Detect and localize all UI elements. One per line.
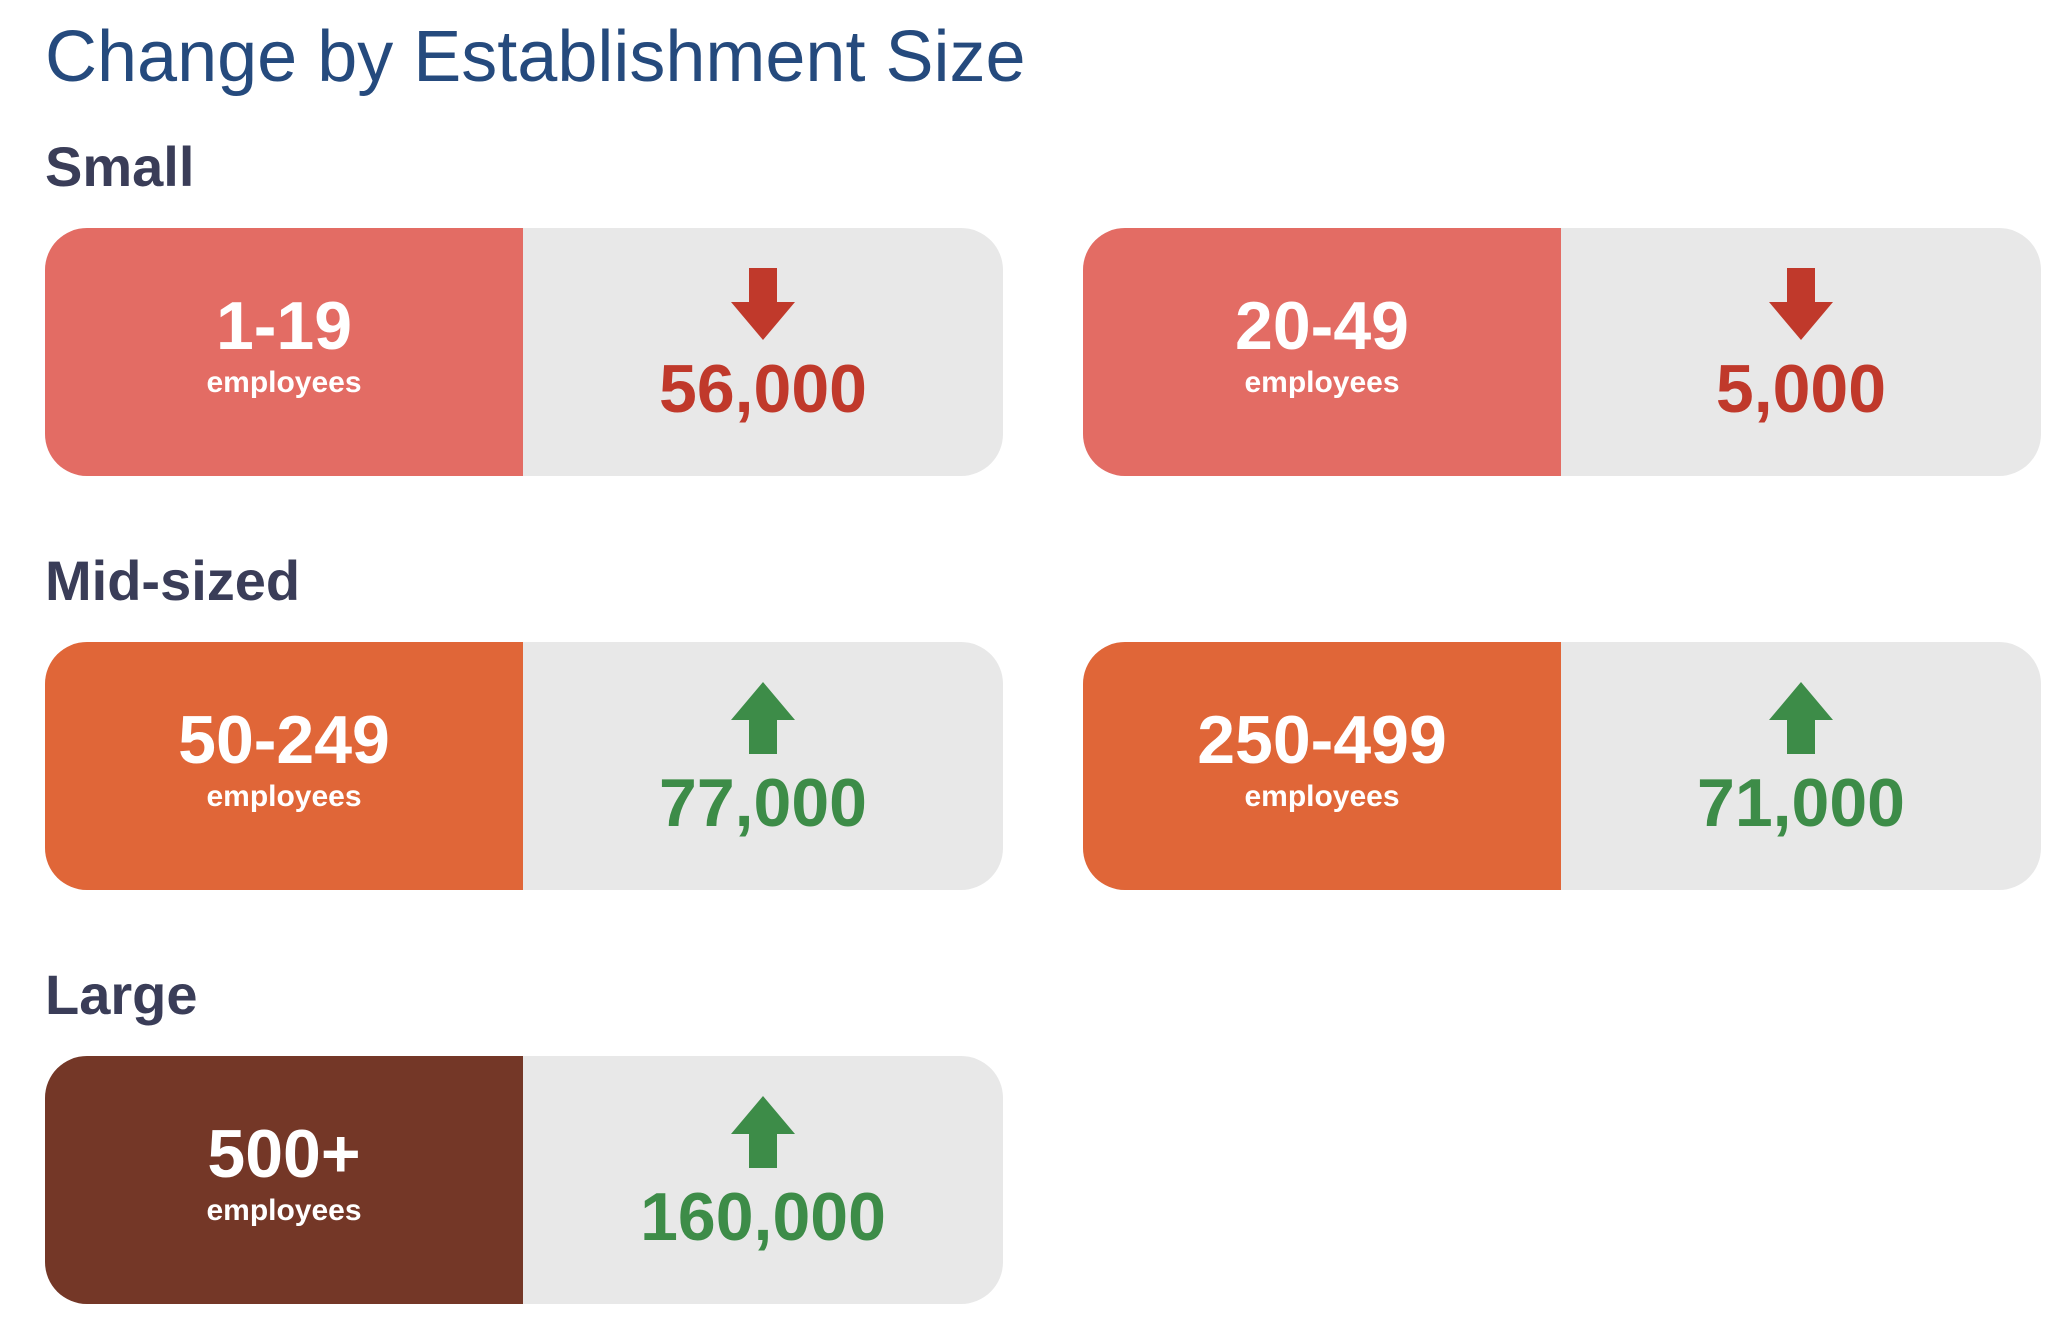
unit-label: employees [206, 1194, 362, 1228]
page-title: Change by Establishment Size [45, 17, 1026, 97]
group-heading-mid-sized: Mid-sized [45, 549, 301, 612]
range-panel: 250-499 employees [1083, 642, 1561, 890]
group-heading-large: Large [45, 963, 198, 1026]
change-panel: 71,000 [1561, 642, 2041, 890]
range-panel: 1-19 employees [45, 228, 523, 476]
range-label: 1-19 [215, 287, 353, 364]
change-value: 5,000 [1715, 351, 1887, 428]
range-label: 50-249 [178, 701, 390, 778]
unit-label: employees [206, 366, 362, 400]
unit-label: employees [1244, 780, 1400, 814]
change-value: 71,000 [1697, 765, 1905, 842]
range-label: 500+ [207, 1115, 361, 1192]
size-card-20-49: 20-49 employees 5,000 [1083, 228, 2041, 476]
range-label: 250-499 [1197, 701, 1447, 778]
change-panel: 160,000 [523, 1056, 1003, 1304]
unit-label: employees [1244, 366, 1400, 400]
change-panel: 5,000 [1561, 228, 2041, 476]
size-card-50-249: 50-249 employees 77,000 [45, 642, 1003, 890]
arrow-down-icon [731, 268, 795, 341]
arrow-down-icon [1769, 268, 1833, 341]
range-panel: 50-249 employees [45, 642, 523, 890]
size-card-500-plus: 500+ employees 160,000 [45, 1056, 1003, 1304]
size-card-1-19: 1-19 employees 56,000 [45, 228, 1003, 476]
range-label: 20-49 [1235, 287, 1409, 364]
change-value: 160,000 [640, 1179, 886, 1256]
size-card-250-499: 250-499 employees 71,000 [1083, 642, 2041, 890]
arrow-up-icon [731, 1096, 795, 1169]
range-panel: 500+ employees [45, 1056, 523, 1304]
range-panel: 20-49 employees [1083, 228, 1561, 476]
change-value: 56,000 [659, 351, 867, 428]
arrow-up-icon [1769, 682, 1833, 755]
arrow-up-icon [731, 682, 795, 755]
unit-label: employees [206, 780, 362, 814]
group-heading-small: Small [45, 135, 195, 198]
change-panel: 56,000 [523, 228, 1003, 476]
change-value: 77,000 [659, 765, 867, 842]
change-panel: 77,000 [523, 642, 1003, 890]
